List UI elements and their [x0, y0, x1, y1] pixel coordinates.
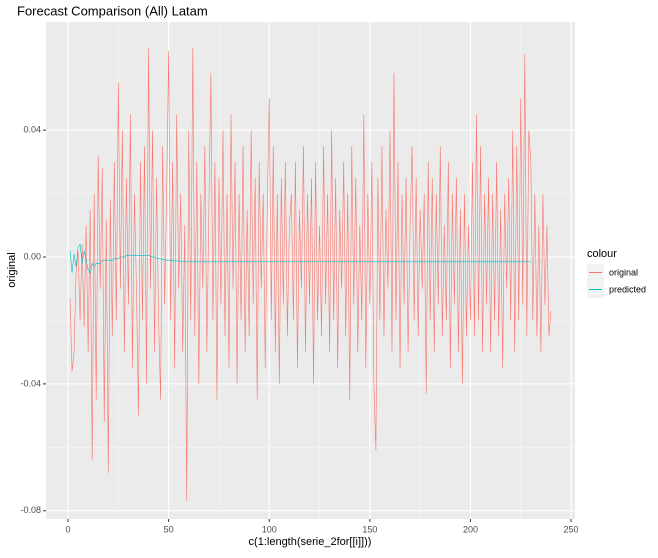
line-series	[69, 47, 552, 502]
y-axis-label: original	[6, 252, 18, 287]
x-tick-label: 50	[164, 524, 174, 534]
x-tick-label: 200	[463, 524, 478, 534]
line-series	[69, 243, 531, 274]
y-tick-label: -0.08	[20, 505, 41, 515]
y-tick-label: 0.04	[23, 125, 41, 135]
x-tick-label: 250	[564, 524, 579, 534]
legend-label: original	[609, 267, 638, 277]
legend-label: predicted	[609, 284, 646, 294]
legend-title: colour	[587, 248, 617, 260]
chart-title: Forecast Comparison (All) Latam	[17, 3, 208, 18]
x-tick-label: 100	[262, 524, 277, 534]
y-tick-label: 0.00	[23, 251, 41, 261]
x-tick-label: 0	[66, 524, 71, 534]
x-tick-label: 150	[362, 524, 377, 534]
x-axis-label: c(1:length(serie_2for[[i]]))	[249, 536, 372, 548]
y-tick-label: -0.04	[20, 378, 41, 388]
